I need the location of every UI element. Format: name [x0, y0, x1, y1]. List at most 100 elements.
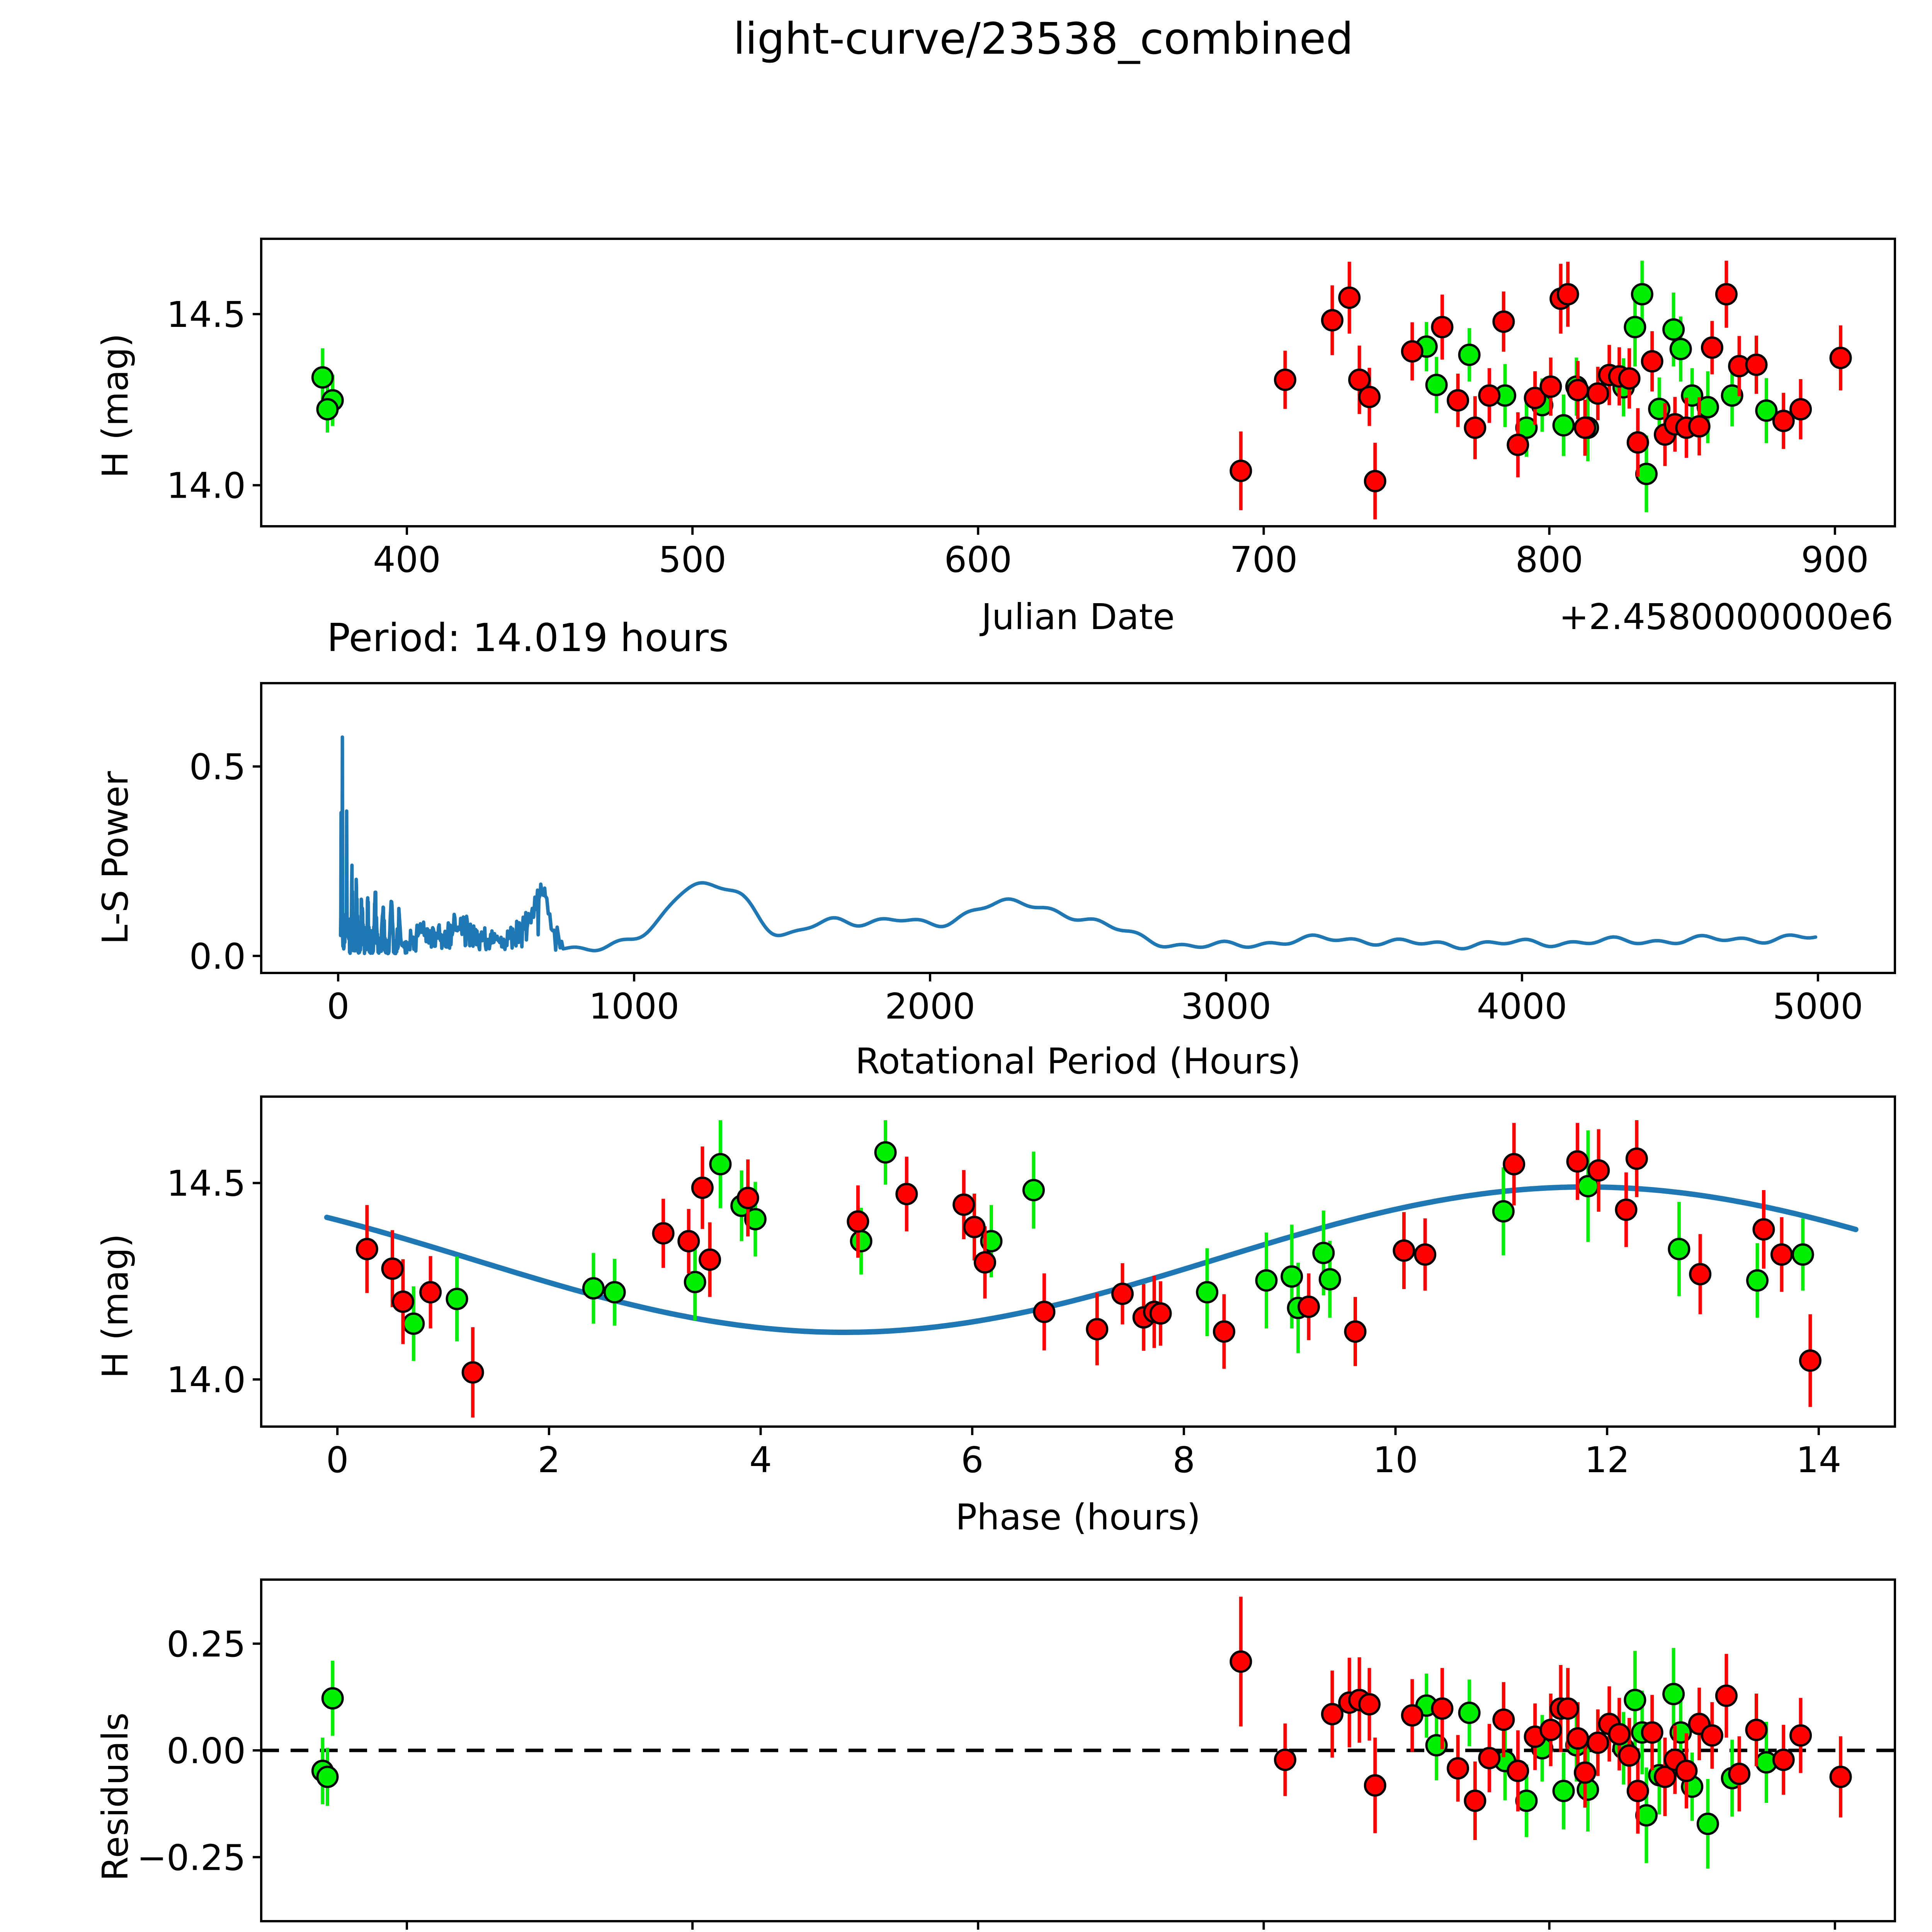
data-point — [895, 1183, 918, 1206]
data-point — [1701, 336, 1723, 359]
data-point — [1641, 1721, 1663, 1744]
y-tick-label-1: 14.5 — [167, 294, 246, 335]
data-point — [1358, 386, 1381, 408]
data-point — [1230, 459, 1252, 482]
data-point — [1688, 415, 1711, 438]
x-tick-label-3: 3000 — [1181, 986, 1271, 1027]
data-point — [1149, 1302, 1172, 1325]
periodogram-svg: 0 1000 2000 3000 4000 5000 0.0 0.5 Rotational Pe… — [95, 682, 1896, 1082]
data-point — [603, 1281, 626, 1304]
x-tick-label-3: 6 — [961, 1439, 984, 1481]
data-point — [1447, 389, 1469, 412]
series-red — [1230, 1597, 1852, 1840]
data-point — [684, 1270, 706, 1293]
yaxis-label-phasefold: H (mag) — [95, 1234, 136, 1379]
data-point — [1458, 1701, 1481, 1724]
data-point — [677, 1230, 700, 1253]
data-point — [1745, 353, 1768, 376]
data-point — [582, 1277, 605, 1300]
x-tick-label-5: 900 — [1801, 539, 1869, 580]
data-point — [1675, 1760, 1698, 1782]
xaxis-label-periodogram: Rotational Period (Hours) — [855, 1041, 1301, 1082]
data-point — [874, 1141, 897, 1164]
data-point — [1574, 416, 1597, 439]
data-point — [1364, 470, 1386, 493]
data-point — [1552, 1779, 1575, 1802]
data-point — [1728, 1762, 1751, 1785]
data-point — [699, 1248, 721, 1271]
data-point — [1492, 310, 1515, 333]
data-point — [744, 1208, 767, 1231]
data-point — [963, 1216, 986, 1238]
x-tick-label-0: 0 — [326, 1439, 349, 1481]
data-point — [1478, 384, 1501, 407]
xaxis-offset-lightcurve: +2.4580000000e6 — [1559, 596, 1893, 638]
x-tick-label-4: 800 — [1515, 539, 1583, 580]
x-tick-label-2: 600 — [944, 539, 1012, 580]
periodogram-curve — [338, 735, 1818, 956]
data-point — [1669, 338, 1692, 361]
y-tick-label-1: 14.5 — [167, 1163, 246, 1204]
lightcurve-svg: 400 500 600 700 800 900 14.0 14.5 Julian Date +2.… — [95, 238, 1896, 638]
data-point — [391, 1290, 414, 1313]
data-point — [1478, 1747, 1501, 1769]
data-point — [1539, 1718, 1562, 1741]
panel-lightcurve: 400 500 600 700 800 900 14.0 14.5 Julian Date +2.… — [0, 155, 1932, 657]
data-point — [1624, 316, 1646, 338]
y-tick-label-1: 0.00 — [167, 1730, 246, 1772]
data-point — [381, 1257, 404, 1280]
series-green — [311, 260, 1778, 512]
data-point — [1401, 340, 1423, 363]
data-point — [1662, 1683, 1685, 1706]
data-point — [355, 1238, 378, 1260]
panel-periodogram: 0 1000 2000 3000 4000 5000 0.0 0.5 Rotational Pe… — [0, 615, 1932, 1101]
data-point — [1626, 431, 1649, 454]
x-tick-label-5: 5000 — [1773, 986, 1863, 1027]
data-point — [1618, 367, 1641, 390]
data-point — [1230, 1650, 1252, 1673]
data-point — [1566, 379, 1589, 401]
data-point — [847, 1210, 869, 1233]
x-tick-label-5: 10 — [1373, 1439, 1418, 1481]
x-tick-label-1: 2 — [538, 1439, 561, 1481]
phasefold-svg: 0 2 4 6 8 10 12 14 14.0 14.5 Phase (hours) H (mag) — [95, 1095, 1896, 1538]
data-point — [1552, 414, 1575, 437]
data-point — [1348, 368, 1371, 391]
data-point — [1022, 1179, 1045, 1201]
data-point — [1213, 1320, 1235, 1343]
data-point — [1752, 1218, 1775, 1241]
data-point — [316, 1765, 339, 1788]
data-point — [736, 1187, 759, 1209]
data-point — [446, 1287, 468, 1310]
sinusoid-fit-curve — [324, 1184, 1859, 1335]
xaxis-label-lightcurve: Julian Date — [980, 596, 1175, 638]
data-point — [1401, 1704, 1423, 1727]
data-point — [1464, 1789, 1486, 1812]
data-point — [1338, 286, 1361, 309]
data-point — [1745, 1718, 1768, 1741]
data-point — [1414, 1243, 1437, 1266]
lightcurve-axes-frame — [260, 238, 1896, 527]
data-point — [1791, 1243, 1814, 1266]
data-point — [1668, 1238, 1690, 1260]
data-point — [1556, 1697, 1579, 1720]
data-point — [850, 1230, 872, 1253]
panel-residuals: 4005006007008009000.250.00−0.25Julian Da… — [0, 1557, 1932, 1932]
data-point — [1615, 1198, 1638, 1221]
data-point — [1492, 1708, 1515, 1731]
phasefold-axes-frame — [260, 1095, 1896, 1428]
data-point — [1772, 1748, 1795, 1771]
data-point — [1033, 1301, 1056, 1323]
panel-phasefold: 0 2 4 6 8 10 12 14 14.0 14.5 Phase (hours) H (mag) — [0, 1074, 1932, 1557]
data-point — [952, 1193, 975, 1216]
data-point — [1297, 1295, 1320, 1318]
x-tick-label-7: 14 — [1796, 1439, 1841, 1481]
data-point — [1689, 1263, 1712, 1286]
yaxis-label-lightcurve: H (mag) — [95, 333, 136, 478]
data-point — [1653, 1765, 1676, 1788]
data-point — [1566, 1727, 1589, 1750]
data-point — [1539, 375, 1562, 398]
data-point — [1829, 1765, 1852, 1788]
data-point — [321, 1687, 344, 1710]
data-point — [652, 1222, 675, 1245]
